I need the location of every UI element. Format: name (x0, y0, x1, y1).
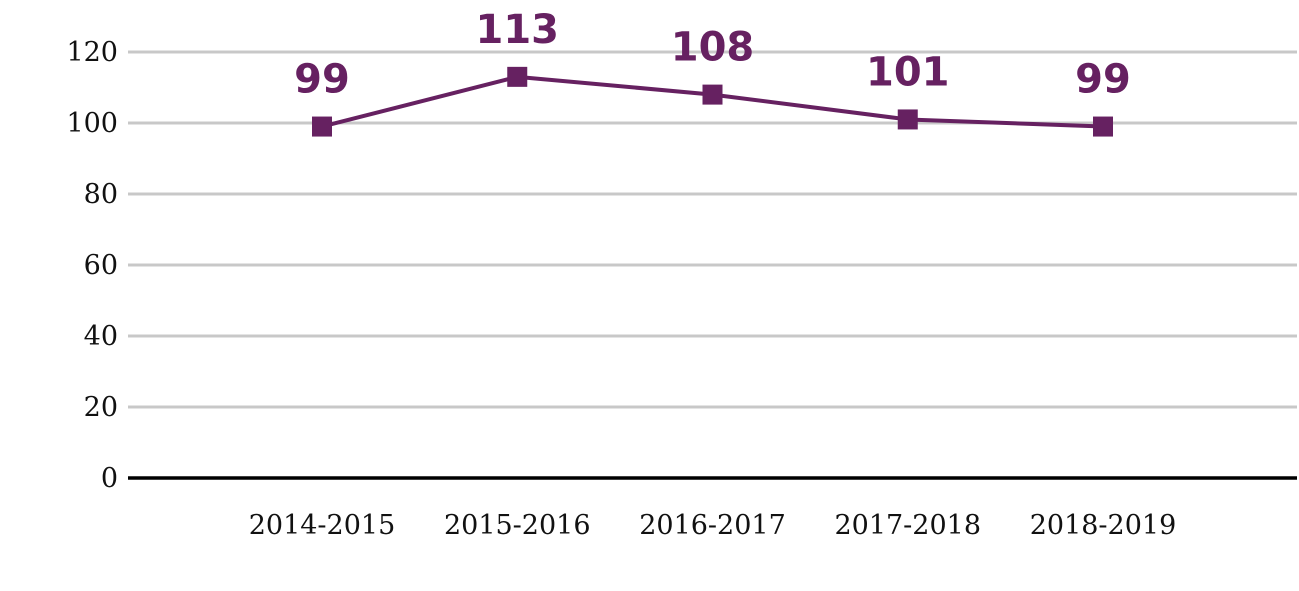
data-labels: 99 113 108 101 99 (294, 7, 1131, 103)
y-tick-label: 60 (84, 250, 118, 281)
x-tick-label: 2017-2018 (834, 510, 981, 541)
data-markers (312, 66, 1113, 137)
y-tick-label: 120 (66, 37, 118, 68)
x-axis-ticks: 2014-2015 2015-2016 2016-2017 2017-2018 2018… (249, 510, 1177, 541)
y-tick-label: 100 (66, 108, 118, 139)
data-marker (702, 84, 723, 105)
data-marker (897, 109, 918, 130)
y-tick-label: 20 (84, 392, 118, 423)
data-label: 113 (476, 7, 560, 53)
data-marker (312, 116, 332, 137)
x-tick-label: 2016-2017 (639, 510, 786, 541)
x-tick-label: 2018-2019 (1030, 510, 1177, 541)
data-marker (507, 66, 528, 87)
x-tick-label: 2015-2016 (444, 510, 591, 541)
y-tick-label: 0 (101, 463, 118, 494)
data-marker (1093, 116, 1113, 137)
data-label: 108 (671, 25, 755, 71)
data-label: 99 (1075, 57, 1131, 103)
y-axis-ticks: 0 20 40 60 80 100 120 (66, 37, 118, 494)
data-label: 101 (866, 49, 950, 95)
gridlines (128, 50, 1297, 480)
x-tick-label: 2014-2015 (249, 510, 396, 541)
y-tick-label: 80 (84, 179, 118, 210)
data-label: 99 (294, 57, 350, 103)
y-tick-label: 40 (84, 321, 118, 352)
